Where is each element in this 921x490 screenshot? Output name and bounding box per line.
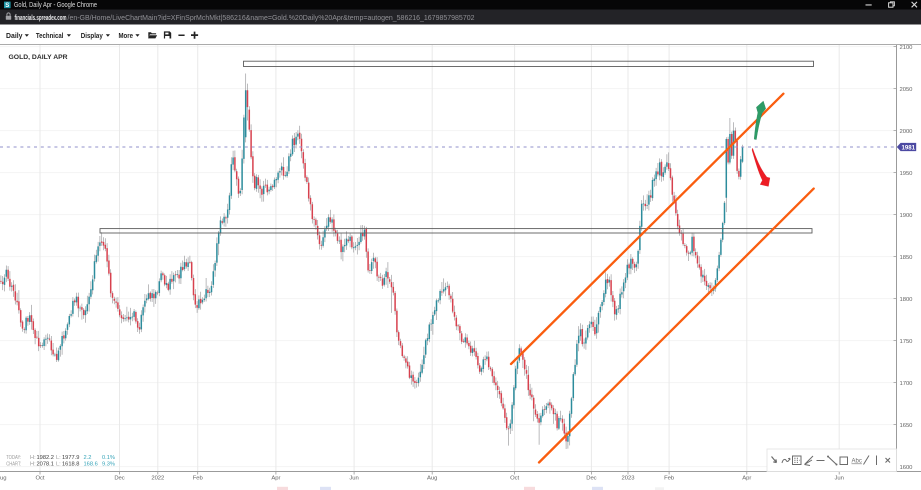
svg-text:1618.8: 1618.8 bbox=[62, 462, 79, 468]
svg-text:2050: 2050 bbox=[900, 87, 914, 93]
svg-text:2078.1: 2078.1 bbox=[37, 462, 54, 468]
svg-text:S: S bbox=[5, 3, 9, 9]
svg-text:1750: 1750 bbox=[900, 339, 914, 345]
svg-text:1950: 1950 bbox=[900, 171, 914, 177]
svg-text:0.1%: 0.1% bbox=[102, 455, 115, 461]
svg-text:2100: 2100 bbox=[900, 45, 914, 51]
svg-text:1850: 1850 bbox=[900, 255, 914, 261]
svg-text:CHART:: CHART: bbox=[6, 462, 21, 468]
svg-text:financials.spreadex.com/en-GB/: financials.spreadex.com/en-GB/Home/LiveC… bbox=[15, 15, 475, 22]
svg-text:Gold, Daily Apr - Google Chrom: Gold, Daily Apr - Google Chrome bbox=[14, 2, 97, 9]
svg-text:1982.2: 1982.2 bbox=[37, 455, 54, 461]
svg-text:2023: 2023 bbox=[622, 476, 636, 482]
svg-text:1800: 1800 bbox=[900, 297, 914, 303]
svg-text:Feb: Feb bbox=[664, 476, 675, 482]
svg-text:Dec: Dec bbox=[586, 476, 596, 482]
svg-text:9.3%: 9.3% bbox=[102, 462, 115, 468]
svg-text:Apr: Apr bbox=[742, 476, 751, 482]
svg-text:2000: 2000 bbox=[900, 129, 914, 135]
svg-text:TODAY:: TODAY: bbox=[6, 455, 21, 461]
svg-text:Feb: Feb bbox=[193, 476, 204, 482]
svg-text:168.6: 168.6 bbox=[84, 462, 98, 468]
svg-text:1700: 1700 bbox=[900, 381, 914, 387]
svg-text:Daily: Daily bbox=[6, 31, 23, 40]
svg-text:1981: 1981 bbox=[902, 145, 916, 152]
svg-text:Apr: Apr bbox=[271, 476, 280, 482]
svg-text:Display: Display bbox=[81, 31, 104, 40]
svg-text:1900: 1900 bbox=[900, 213, 914, 219]
svg-text:L:: L: bbox=[56, 455, 61, 461]
svg-text:ug: ug bbox=[0, 476, 6, 482]
svg-text:L:: L: bbox=[56, 462, 61, 468]
svg-text:H:: H: bbox=[30, 455, 36, 461]
svg-text:GOLD, DAILY APR: GOLD, DAILY APR bbox=[9, 54, 68, 61]
svg-text:Aug: Aug bbox=[427, 476, 437, 482]
svg-text:Oct: Oct bbox=[35, 476, 44, 482]
svg-text:Dec: Dec bbox=[114, 476, 124, 482]
svg-text:Jun: Jun bbox=[349, 476, 358, 482]
svg-text:1977.9: 1977.9 bbox=[62, 455, 79, 461]
svg-text:1650: 1650 bbox=[900, 423, 914, 429]
svg-text:Abc: Abc bbox=[852, 459, 862, 465]
svg-text:Technical: Technical bbox=[36, 31, 64, 40]
svg-text:More: More bbox=[119, 31, 134, 40]
svg-text:Jun: Jun bbox=[835, 476, 844, 482]
svg-text:H:: H: bbox=[30, 462, 36, 468]
svg-text:Oct: Oct bbox=[510, 476, 519, 482]
svg-text:2022: 2022 bbox=[151, 476, 164, 482]
svg-text:2.2: 2.2 bbox=[84, 455, 92, 461]
svg-text:1600: 1600 bbox=[900, 465, 914, 471]
